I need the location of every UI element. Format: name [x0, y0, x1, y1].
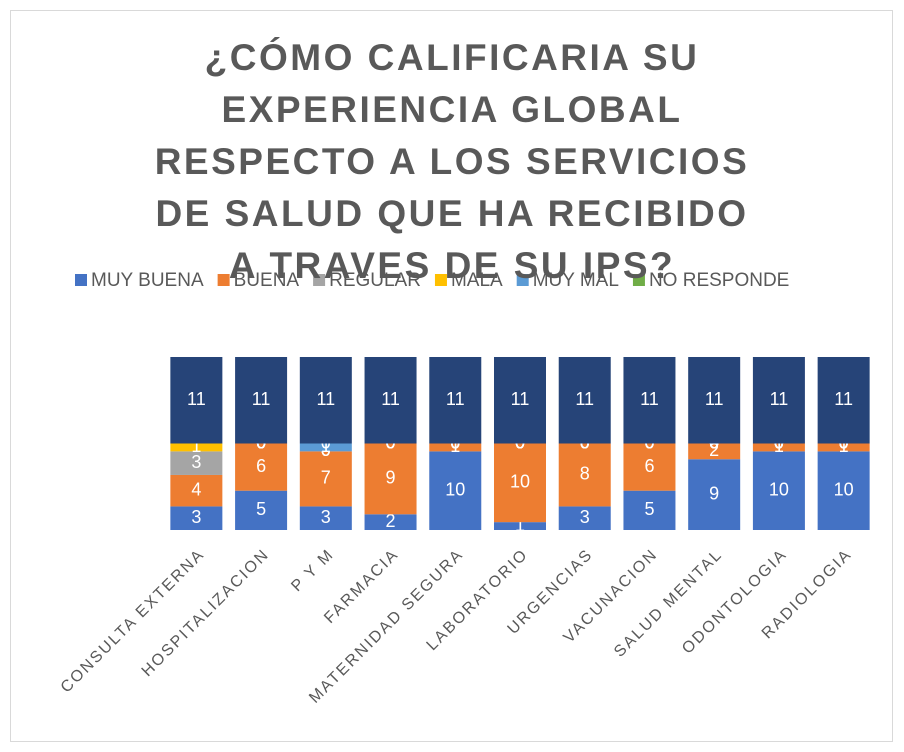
legend-swatch [217, 274, 230, 286]
bar-segment [170, 443, 223, 452]
data-label: 11 [446, 389, 465, 409]
data-label: 3 [191, 452, 201, 472]
chart-title: ¿CÓMO CALIFICARIA SU EXPERIENCIA GLOBAL … [154, 37, 750, 286]
data-label: 8 [580, 464, 590, 484]
bar-segment [752, 443, 805, 452]
bar-segment [817, 443, 870, 452]
data-label: 3 [191, 507, 201, 527]
bar-segment [235, 357, 288, 444]
legend-swatch [75, 274, 87, 286]
bar-segment [688, 443, 741, 460]
bar-segment [299, 443, 352, 452]
data-label: 1 [191, 436, 201, 456]
bar-segment [299, 357, 352, 444]
bar-segment [752, 357, 805, 444]
bar-segment [623, 357, 676, 444]
data-label: 11 [511, 389, 530, 409]
bar-segment [623, 490, 676, 530]
bar-segment [494, 443, 546, 523]
data-label: 10 [445, 479, 465, 499]
bar-segment [364, 357, 417, 444]
bar-segment [235, 443, 288, 491]
bar-segment [429, 443, 482, 452]
data-label: 5 [256, 499, 266, 519]
data-label: 11 [705, 389, 724, 409]
data-label: 1 [839, 436, 849, 456]
legend-label: BUENA [234, 270, 300, 291]
bar-segment [235, 490, 288, 530]
data-label: 10 [510, 472, 530, 492]
data-label: 6 [256, 456, 266, 476]
data-label: 10 [834, 479, 854, 499]
bar-segment [170, 451, 223, 475]
data-label: 1 [515, 515, 525, 535]
data-label: 2 [386, 511, 396, 531]
legend-label: REGULAR [329, 270, 421, 291]
bar-segment [817, 357, 870, 444]
data-label: 1 [774, 436, 784, 456]
bar-segment [558, 443, 611, 507]
bar-segment [688, 459, 741, 530]
data-label: 6 [644, 456, 654, 476]
bar-segment [558, 357, 611, 444]
data-label: 9 [386, 468, 396, 488]
legend-swatch [434, 274, 447, 286]
bar-segment [429, 451, 482, 530]
data-label: 10 [769, 479, 789, 499]
data-label: 11 [187, 389, 206, 409]
legend-swatch [632, 274, 645, 286]
data-label: 2 [709, 440, 719, 460]
bar-segment [170, 474, 223, 507]
bar-segment [364, 443, 417, 515]
legend-label: MUY BUENA [91, 270, 204, 291]
data-label: 11 [316, 389, 335, 409]
bar-segment [558, 506, 611, 530]
bar-segment [429, 357, 482, 444]
bar-segment [170, 357, 223, 444]
bar-segment [299, 451, 352, 507]
data-label: 7 [321, 468, 331, 488]
bar-segment [364, 514, 417, 530]
legend-label: NO RESPONDE [649, 270, 789, 291]
data-label: 1 [321, 436, 331, 456]
data-label: 11 [640, 389, 659, 409]
data-label: 11 [381, 389, 400, 409]
bar-segment [494, 357, 546, 444]
bar-segment [170, 506, 223, 530]
bar-segment [299, 506, 352, 530]
data-label: 11 [575, 389, 594, 409]
data-label: 4 [191, 479, 201, 499]
legend-label: MALA [451, 270, 503, 291]
data-label: 9 [709, 483, 719, 503]
data-label: 3 [321, 507, 331, 527]
bar-segment [688, 357, 741, 444]
legend-swatch [313, 274, 326, 286]
data-label: 5 [644, 499, 654, 519]
bar-segment [752, 451, 805, 530]
bar-segment [817, 451, 870, 530]
data-label: 1 [450, 436, 460, 456]
legend-swatch [516, 274, 529, 286]
data-label: 11 [770, 389, 789, 409]
legend-label: MUY MAL [533, 270, 619, 291]
data-label: 3 [580, 507, 590, 527]
bar-segment [494, 522, 546, 530]
data-label: 11 [252, 389, 271, 409]
bar-segment [623, 443, 676, 491]
data-label: 11 [834, 389, 853, 409]
